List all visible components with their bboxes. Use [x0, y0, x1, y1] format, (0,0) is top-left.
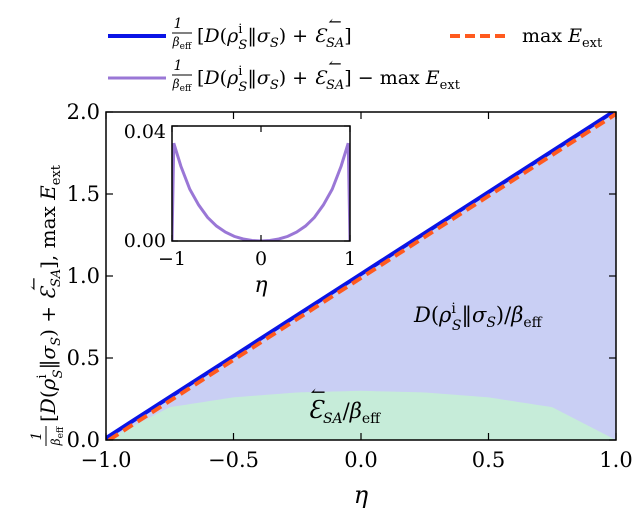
svg-text:[D(ρiS‖σS) + ƐSA], max Eext: [D(ρiS‖σS) + ƐSA], max Eext [35, 164, 66, 422]
inset-x-tick-label: 0 [255, 248, 267, 270]
x-axis: −1.0 −0.5 0.0 0.5 1.0 [81, 112, 633, 472]
x-axis-label: η [354, 481, 369, 509]
svg-text:βeff: βeff [172, 35, 192, 52]
svg-text:1: 1 [174, 58, 183, 74]
inset-y-tick-label: 0.04 [124, 121, 166, 143]
inset-y-axis: 0.00 0.04 [124, 121, 350, 252]
svg-text:1: 1 [174, 16, 183, 32]
legend-entry-difference: 1 βeff [D(ρi S‖σS) + ƐSA] − max Eext ↼ [172, 54, 461, 95]
svg-text:βeff: βeff [49, 426, 66, 446]
plot-area [106, 112, 616, 440]
legend-entry-total: 1 βeff [D(ρi S‖σS) + ƐSA] ↼ [172, 12, 352, 53]
inset-y-tick-label: 0.00 [124, 230, 166, 252]
y-tick-label: 2.0 [67, 100, 100, 124]
svg-text:βeff: βeff [172, 77, 192, 94]
svg-text:↼: ↼ [328, 54, 341, 73]
region-label-ergotropy: ↼ ƐSA/βeff [308, 382, 381, 427]
svg-text:↼: ↼ [310, 382, 325, 403]
inset-x-tick-label: −1 [158, 248, 186, 270]
y-axis-label: 1 βeff [D(ρiS‖σS) + ƐSA], max Eext ↼ [24, 164, 66, 446]
inset-series-line-difference [172, 142, 350, 241]
svg-text:[D(ρiS‖σS) + ƐSA] − max Eext: [D(ρi S‖σS) + ƐSA] − max Eext [197, 64, 461, 95]
inset-x-tick-label: 1 [344, 248, 356, 270]
svg-text:ƐSA/βeff: ƐSA/βeff [308, 396, 381, 427]
legend-entry-max-eext: max Eext [522, 25, 603, 51]
x-tick-label: 1.0 [599, 448, 632, 472]
y-tick-label: 0.0 [67, 428, 100, 452]
y-tick-label: 0.5 [67, 346, 100, 370]
inset-x-axis-label: η [254, 273, 267, 298]
legend: 1 βeff [D(ρi S‖σS) + ƐSA] ↼ max Eext 1 βe… [108, 12, 603, 95]
inset-background [172, 126, 350, 241]
area-ergotropy [106, 390, 616, 440]
y-axis: 0.0 0.5 1.0 1.5 2.0 [67, 100, 616, 452]
x-tick-label: −1.0 [81, 448, 132, 472]
svg-text:↼: ↼ [328, 12, 341, 31]
x-tick-label: 0.0 [344, 448, 377, 472]
series-line-total [106, 112, 615, 440]
x-tick-label: −0.5 [208, 448, 259, 472]
inset-chart: −1 0 1 0.00 0.04 η [124, 121, 356, 298]
y-tick-label: 1.0 [67, 264, 100, 288]
x-tick-label: 0.5 [472, 448, 505, 472]
inset-x-axis: −1 0 1 [158, 126, 356, 270]
svg-text:↼: ↼ [24, 277, 43, 290]
svg-text:1: 1 [29, 432, 45, 441]
y-tick-label: 1.5 [67, 182, 100, 206]
